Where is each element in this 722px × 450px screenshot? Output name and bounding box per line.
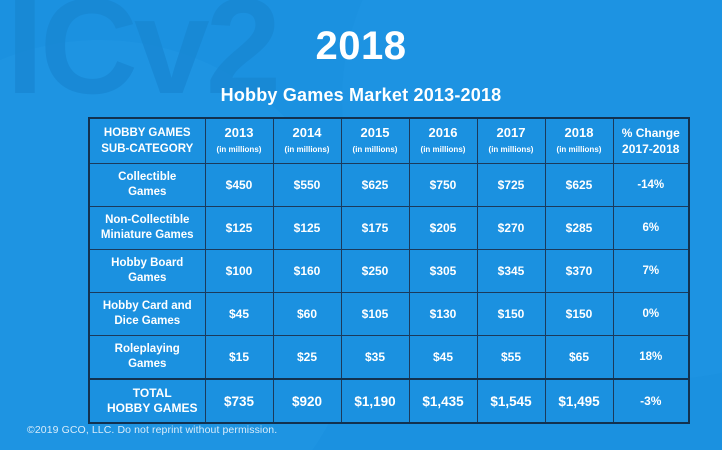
header-percent-change: % Change 2017-2018	[612, 117, 690, 164]
row-label-roleplaying-games: Roleplaying Games	[88, 335, 206, 380]
table-row: Roleplaying Games $15 $25 $35 $45 $55 $6…	[88, 335, 690, 380]
header-year-2018: 2018 (in millions)	[544, 117, 614, 164]
market-table-container: HOBBY GAMES SUB-CATEGORY 2013 (in millio…	[88, 117, 690, 424]
cell-board-change: 7%	[612, 249, 690, 293]
cell-board-2014: $160	[272, 249, 342, 293]
row-label-line2: Games	[128, 358, 167, 370]
header-year-2014: 2014 (in millions)	[272, 117, 342, 164]
cell-card-dice-2017: $150	[476, 292, 546, 336]
cell-board-2017: $345	[476, 249, 546, 293]
row-label-line2: HOBBY GAMES	[107, 401, 198, 415]
header-year-2017: 2017 (in millions)	[476, 117, 546, 164]
cell-board-2015: $250	[340, 249, 410, 293]
cell-card-dice-2015: $105	[340, 292, 410, 336]
header-subcategory: HOBBY GAMES SUB-CATEGORY	[88, 117, 206, 164]
cell-total-2018: $1,495	[544, 378, 614, 424]
row-label-line1: Hobby Board	[111, 257, 184, 269]
cell-miniature-2015: $175	[340, 206, 410, 250]
header-subcategory-line2: SUB-CATEGORY	[101, 143, 194, 155]
cell-board-2013: $100	[204, 249, 274, 293]
header-year-2018-label: 2018	[564, 125, 594, 140]
cell-miniature-2013: $125	[204, 206, 274, 250]
cell-miniature-2016: $205	[408, 206, 478, 250]
cell-card-dice-change: 0%	[612, 292, 690, 336]
cell-collectible-2015: $625	[340, 163, 410, 207]
header-year-2017-units: (in millions)	[488, 145, 534, 154]
row-label-line1: Roleplaying	[114, 343, 180, 355]
table-body: Collectible Games $450 $550 $625 $750 $7…	[88, 163, 690, 424]
cell-collectible-2016: $750	[408, 163, 478, 207]
cell-total-2013: $735	[204, 378, 274, 424]
cell-rpg-2016: $45	[408, 335, 478, 380]
row-label-line2: Games	[128, 186, 167, 198]
cell-collectible-change: -14%	[612, 163, 690, 207]
cell-card-dice-2014: $60	[272, 292, 342, 336]
cell-miniature-2014: $125	[272, 206, 342, 250]
row-label-hobby-card-and-dice-games: Hobby Card and Dice Games	[88, 292, 206, 336]
cell-board-2016: $305	[408, 249, 478, 293]
header-year-2014-units: (in millions)	[284, 145, 330, 154]
cell-miniature-2018: $285	[544, 206, 614, 250]
row-label-non-collectible-miniature-games: Non-Collectible Miniature Games	[88, 206, 206, 250]
row-label-collectible-games: Collectible Games	[88, 163, 206, 207]
cell-rpg-2015: $35	[340, 335, 410, 380]
header-year-2018-units: (in millions)	[556, 145, 602, 154]
header-percent-change-line2: 2017-2018	[622, 142, 680, 156]
table-row: Non-Collectible Miniature Games $125 $12…	[88, 206, 690, 250]
cell-card-dice-2013: $45	[204, 292, 274, 336]
row-label-hobby-board-games: Hobby Board Games	[88, 249, 206, 293]
row-label-total-hobby-games: TOTAL HOBBY GAMES	[88, 378, 206, 424]
page-subtitle: Hobby Games Market 2013-2018	[220, 85, 502, 105]
row-label-line2: Dice Games	[114, 315, 181, 327]
copyright-notice: ©2019 GCO, LLC. Do not reprint without p…	[27, 424, 278, 436]
header-row: HOBBY GAMES SUB-CATEGORY 2013 (in millio…	[88, 117, 690, 164]
table-row: Hobby Card and Dice Games $45 $60 $105 $…	[88, 292, 690, 336]
cell-collectible-2013: $450	[204, 163, 274, 207]
cell-rpg-change: 18%	[612, 335, 690, 380]
table-row-total: TOTAL HOBBY GAMES $735 $920 $1,190 $1,43…	[88, 378, 690, 424]
cell-collectible-2018: $625	[544, 163, 614, 207]
cell-card-dice-2018: $150	[544, 292, 614, 336]
table-row: Hobby Board Games $100 $160 $250 $305 $3…	[88, 249, 690, 293]
cell-miniature-change: 6%	[612, 206, 690, 250]
header-year-2017-label: 2017	[496, 125, 526, 140]
table-header: HOBBY GAMES SUB-CATEGORY 2013 (in millio…	[88, 117, 690, 164]
header-year-2016-label: 2016	[428, 125, 458, 140]
row-label-line1: Hobby Card and	[102, 300, 192, 312]
header-year-2015-label: 2015	[360, 125, 390, 140]
cell-total-2015: $1,190	[340, 378, 410, 424]
row-label-line2: Games	[128, 272, 167, 284]
cell-card-dice-2016: $130	[408, 292, 478, 336]
page-title: 2018	[315, 24, 407, 68]
header-year-2016-units: (in millions)	[420, 145, 466, 154]
header-subcategory-line1: HOBBY GAMES	[103, 127, 191, 139]
table-row: Collectible Games $450 $550 $625 $750 $7…	[88, 163, 690, 207]
header-year-2013-units: (in millions)	[216, 145, 262, 154]
header-year-2015-units: (in millions)	[352, 145, 398, 154]
header-year-2013-label: 2013	[224, 125, 254, 140]
cell-rpg-2013: $15	[204, 335, 274, 380]
cell-collectible-2017: $725	[476, 163, 546, 207]
cell-rpg-2018: $65	[544, 335, 614, 380]
header-year-2015: 2015 (in millions)	[340, 117, 410, 164]
cell-total-change: -3%	[612, 378, 690, 424]
row-label-line2: Miniature Games	[100, 229, 194, 241]
hobby-games-market-table: HOBBY GAMES SUB-CATEGORY 2013 (in millio…	[88, 117, 690, 424]
cell-rpg-2017: $55	[476, 335, 546, 380]
header-percent-change-line1: % Change	[621, 126, 680, 140]
header-year-2013: 2013 (in millions)	[204, 117, 274, 164]
row-label-line1: Collectible	[118, 171, 177, 183]
header-year-2016: 2016 (in millions)	[408, 117, 478, 164]
cell-collectible-2014: $550	[272, 163, 342, 207]
cell-board-2018: $370	[544, 249, 614, 293]
cell-rpg-2014: $25	[272, 335, 342, 380]
cell-total-2014: $920	[272, 378, 342, 424]
cell-miniature-2017: $270	[476, 206, 546, 250]
row-label-line1: Non-Collectible	[105, 214, 190, 226]
row-label-line1: TOTAL	[132, 386, 172, 400]
cell-total-2017: $1,545	[476, 378, 546, 424]
header-year-2014-label: 2014	[292, 125, 322, 140]
cell-total-2016: $1,435	[408, 378, 478, 424]
